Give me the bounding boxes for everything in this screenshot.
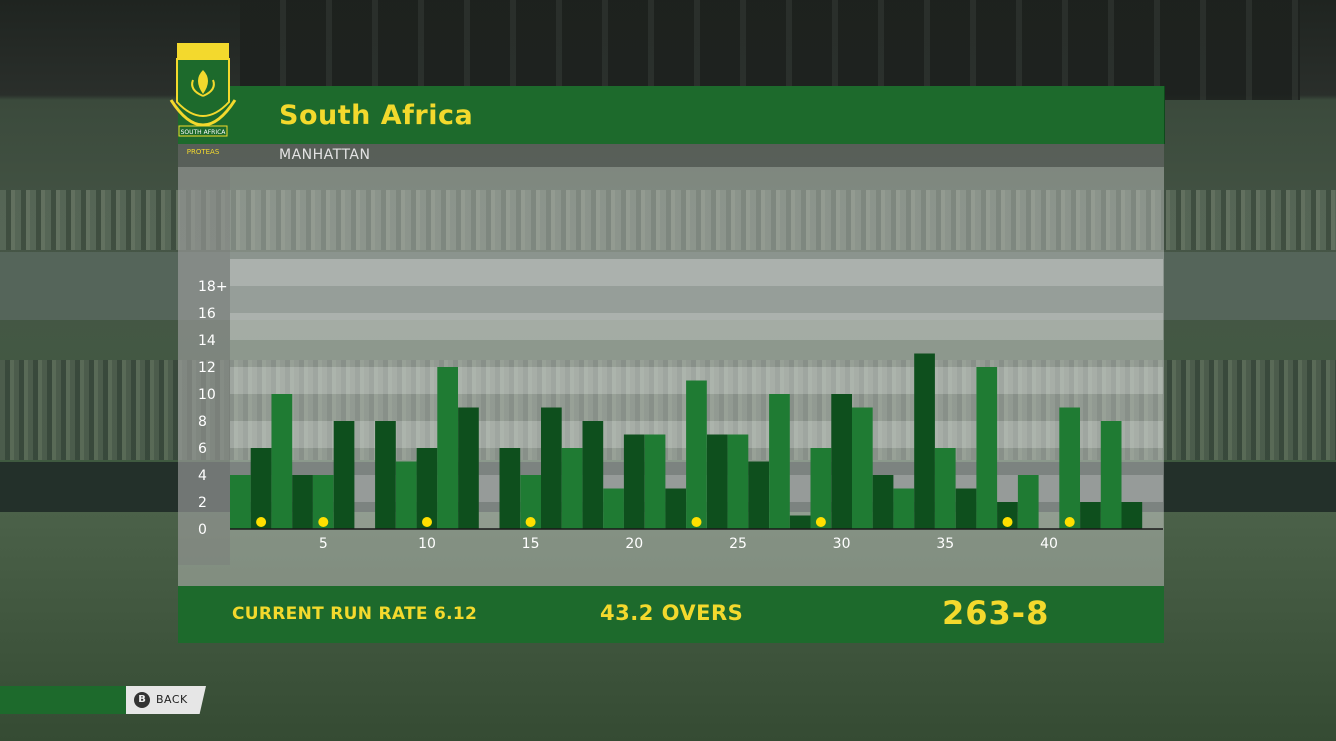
back-bar: [0, 686, 128, 714]
background-crowd: [0, 190, 1336, 250]
wicket-dot: [1002, 517, 1013, 527]
bar-over-41: [1059, 407, 1080, 529]
x-tick-label: 10: [418, 536, 436, 552]
bar-over-39: [1017, 475, 1039, 529]
grid-band: [230, 259, 1163, 286]
team-title: South Africa: [279, 100, 474, 131]
x-tick-label: 15: [522, 536, 540, 552]
bar-over-24: [706, 434, 728, 529]
bar-over-8: [375, 421, 396, 529]
y-axis-column: [178, 167, 230, 565]
y-tick-label: 16: [198, 306, 216, 322]
bar-over-15: [520, 475, 541, 529]
bar-over-38: [997, 502, 1018, 529]
y-tick-label: 10: [198, 387, 216, 403]
back-control[interactable]: B BACK: [0, 686, 206, 714]
grid-band: [230, 313, 1163, 340]
bar-over-19: [603, 488, 624, 529]
wicket-dot: [422, 517, 432, 527]
bar-over-37: [976, 367, 998, 529]
bar-over-22: [665, 488, 687, 529]
bar-over-30: [831, 394, 852, 529]
wicket-dot: [691, 517, 702, 527]
manhattan-chart: 0 2 4 6 8 10 12 14 16 18+ 5 10 15 20 25 30 35 40: [178, 167, 1163, 565]
bar-over-34: [914, 353, 935, 529]
x-tick-label: 35: [936, 536, 954, 552]
bar-over-16: [541, 407, 562, 529]
grid-band: [230, 286, 1163, 313]
chart-area: 0 2 4 6 8 10 12 14 16 18+ 5 10 15 20 25 30 35 40: [178, 167, 1164, 586]
bar-over-32: [872, 475, 894, 529]
bar-over-44: [1121, 502, 1143, 529]
current-run-rate: CURRENT RUN RATE 6.12: [232, 604, 478, 624]
x-tick-label: 30: [833, 536, 851, 552]
bar-over-3: [271, 394, 293, 529]
crest-text-bottom: PROTEAS: [187, 148, 220, 156]
bar-over-23: [686, 380, 707, 529]
y-tick-label: 8: [198, 414, 207, 430]
panel-subheader: MANHATTAN: [178, 144, 1164, 167]
bar-over-31: [852, 407, 873, 529]
bar-over-17: [561, 448, 583, 529]
bar-over-6: [333, 421, 355, 529]
bar-over-14: [499, 448, 521, 529]
proteas-crest-icon: SOUTH AFRICA PROTEAS: [169, 43, 237, 156]
grid-band: [230, 340, 1163, 367]
x-tick-label: 25: [729, 536, 747, 552]
bar-over-5: [312, 475, 334, 529]
x-tick-label: 5: [319, 536, 328, 552]
bar-over-18: [582, 421, 604, 529]
wicket-dot: [815, 517, 826, 527]
x-tick-label: 40: [1040, 536, 1058, 552]
background-hoarding: [0, 252, 1336, 320]
b-button-icon: B: [134, 692, 150, 708]
bar-over-26: [748, 461, 769, 529]
back-button[interactable]: B BACK: [126, 686, 206, 714]
wicket-dot: [525, 517, 536, 527]
wicket-dot: [1064, 517, 1075, 527]
bar-over-28: [789, 515, 811, 529]
chart-subtitle: MANHATTAN: [279, 147, 371, 163]
wicket-dot: [318, 517, 329, 527]
bar-over-29: [810, 448, 832, 529]
bar-over-36: [955, 488, 977, 529]
bar-over-2: [250, 448, 272, 529]
bar-over-20: [623, 434, 645, 529]
bar-over-9: [395, 461, 417, 529]
back-label: BACK: [156, 693, 188, 706]
panel-header: South Africa: [178, 86, 1165, 144]
bar-over-4: [292, 475, 313, 529]
x-tick-label: 20: [625, 536, 643, 552]
manhattan-panel: South Africa MANHATTAN 0 2 4 6 8 10 12 14 16 18+ 5…: [178, 86, 1165, 643]
y-tick-label: 2: [198, 495, 207, 511]
background-building: [240, 0, 1300, 100]
bar-over-42: [1080, 502, 1101, 529]
crest-text-top: SOUTH AFRICA: [181, 129, 227, 136]
bar-over-43: [1100, 421, 1122, 529]
bar-over-11: [437, 367, 458, 529]
bar-over-1: [230, 475, 251, 529]
y-tick-label: 6: [198, 441, 207, 457]
y-tick-label: 12: [198, 360, 216, 376]
bar-over-33: [893, 488, 915, 529]
overs-count: 43.2 OVERS: [600, 601, 744, 625]
y-tick-label: 14: [198, 333, 216, 349]
y-tick-label: 0: [198, 522, 207, 538]
y-tick-label: 4: [198, 468, 207, 484]
y-tick-label: 18+: [198, 279, 228, 295]
bar-over-12: [458, 407, 479, 529]
bar-over-27: [769, 394, 790, 529]
bar-over-21: [644, 434, 666, 529]
wicket-dot: [256, 517, 267, 527]
team-score: 263-8: [942, 594, 1050, 632]
panel-footer: CURRENT RUN RATE 6.12 43.2 OVERS 263-8: [178, 586, 1164, 643]
bar-over-35: [934, 448, 956, 529]
bar-over-25: [727, 434, 749, 529]
bar-over-10: [416, 448, 438, 529]
